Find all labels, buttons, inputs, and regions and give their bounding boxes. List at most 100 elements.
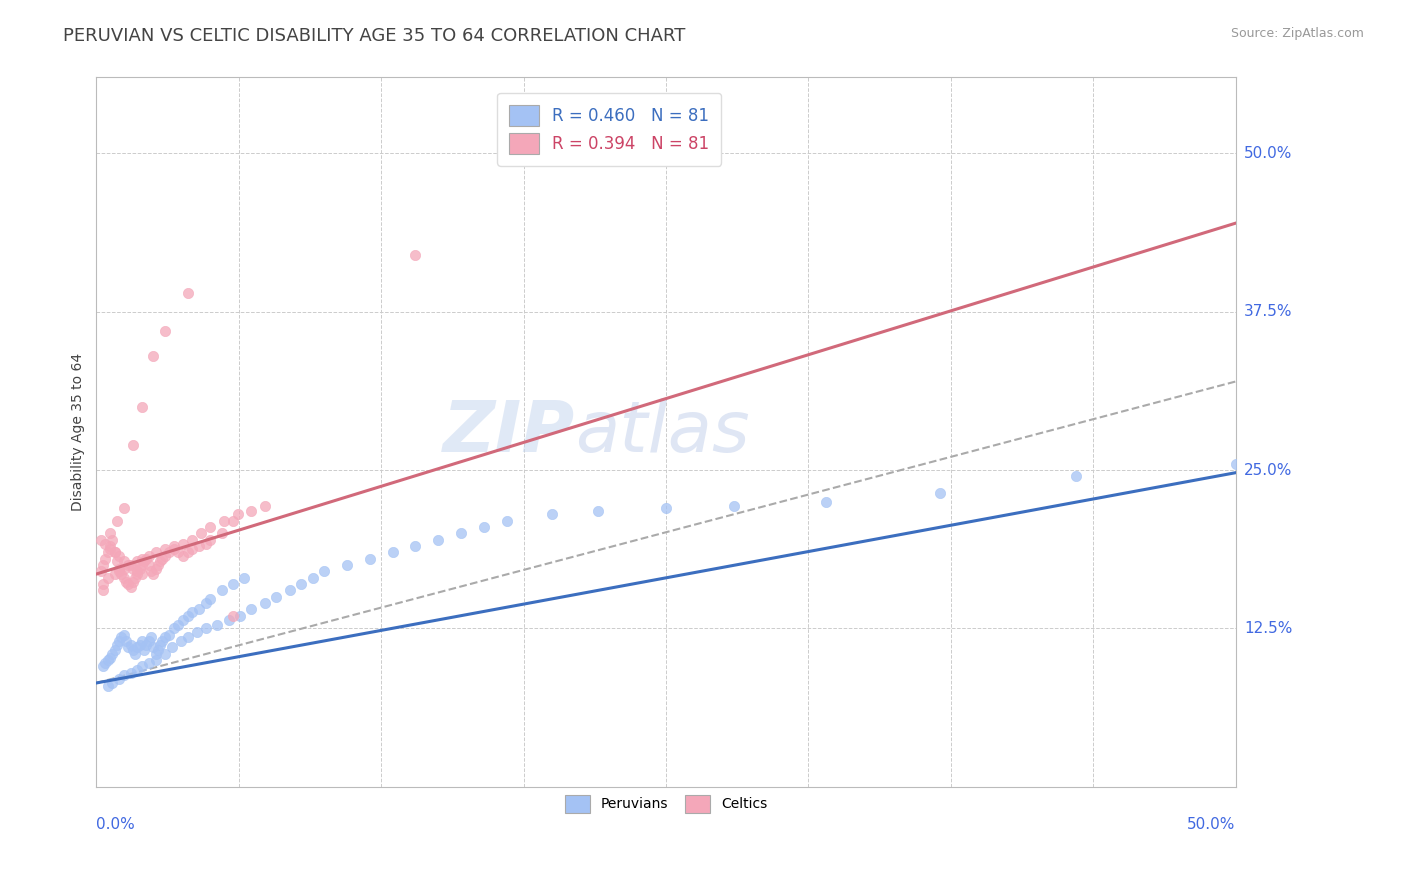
Point <box>149 638 172 652</box>
Point <box>108 672 131 686</box>
Point <box>128 638 150 652</box>
Point <box>97 545 120 559</box>
Point <box>153 549 176 564</box>
Point <box>121 643 143 657</box>
Point <box>124 571 146 585</box>
Point <box>105 554 128 568</box>
Point <box>115 574 138 589</box>
Point <box>105 514 128 528</box>
Point <box>181 541 204 556</box>
Point <box>110 631 132 645</box>
Point <box>103 545 125 559</box>
Point <box>163 622 186 636</box>
Legend: Peruvians, Celtics: Peruvians, Celtics <box>555 785 778 822</box>
Point <box>108 562 131 576</box>
Point <box>98 650 121 665</box>
Point <box>172 536 194 550</box>
Point <box>101 676 124 690</box>
Point <box>212 514 235 528</box>
Point <box>153 324 176 338</box>
Point <box>110 567 132 582</box>
Point <box>105 638 128 652</box>
Point <box>120 558 142 573</box>
Point <box>172 613 194 627</box>
Point <box>359 551 381 566</box>
Y-axis label: Disability Age 35 to 64: Disability Age 35 to 64 <box>72 353 86 511</box>
Point <box>253 499 276 513</box>
Point <box>134 554 156 568</box>
Point <box>94 551 117 566</box>
Point <box>218 613 240 627</box>
Point <box>153 541 176 556</box>
Point <box>240 602 263 616</box>
Point <box>127 554 149 568</box>
Point <box>222 577 245 591</box>
Point <box>115 634 138 648</box>
Point <box>142 567 165 582</box>
Point <box>240 504 263 518</box>
Point <box>97 653 120 667</box>
Point <box>211 583 233 598</box>
Point <box>153 647 176 661</box>
Point <box>450 526 472 541</box>
Point <box>98 539 121 553</box>
Point <box>108 634 131 648</box>
Point <box>278 583 301 598</box>
Point <box>145 653 167 667</box>
Point <box>98 541 121 556</box>
Point <box>181 533 204 547</box>
Point <box>135 638 157 652</box>
Point <box>108 565 131 579</box>
Point <box>194 596 217 610</box>
Point <box>226 508 249 522</box>
Point <box>142 349 165 363</box>
Point <box>97 678 120 692</box>
Point <box>163 539 186 553</box>
Point <box>142 640 165 655</box>
Point <box>169 634 191 648</box>
Point <box>814 495 837 509</box>
Point <box>200 533 222 547</box>
Point <box>200 592 222 607</box>
Point <box>121 438 143 452</box>
Point <box>121 574 143 589</box>
Point <box>128 562 150 576</box>
Point <box>120 638 142 652</box>
Point <box>127 567 149 582</box>
Point <box>112 554 135 568</box>
Point <box>176 285 198 300</box>
Point <box>336 558 359 573</box>
Point <box>146 558 169 573</box>
Point <box>472 520 495 534</box>
Point <box>117 577 139 591</box>
Point <box>139 631 162 645</box>
Point <box>91 583 114 598</box>
Point <box>181 605 204 619</box>
Text: 50.0%: 50.0% <box>1244 146 1292 161</box>
Point <box>211 526 233 541</box>
Point <box>127 565 149 579</box>
Point <box>404 248 426 262</box>
Point <box>94 536 117 550</box>
Point <box>427 533 450 547</box>
Point <box>190 526 212 541</box>
Point <box>176 631 198 645</box>
Text: ZIP: ZIP <box>443 398 575 467</box>
Point <box>112 571 135 585</box>
Point <box>404 539 426 553</box>
Point <box>1064 469 1087 483</box>
Point <box>541 508 564 522</box>
Point <box>253 596 276 610</box>
Point <box>120 580 142 594</box>
Point <box>655 501 678 516</box>
Point <box>91 558 114 573</box>
Point <box>194 622 217 636</box>
Point <box>176 545 198 559</box>
Point <box>138 549 160 564</box>
Point <box>1225 457 1247 471</box>
Point <box>290 577 312 591</box>
Point <box>176 608 198 623</box>
Point <box>266 590 288 604</box>
Point <box>205 617 228 632</box>
Point <box>101 647 124 661</box>
